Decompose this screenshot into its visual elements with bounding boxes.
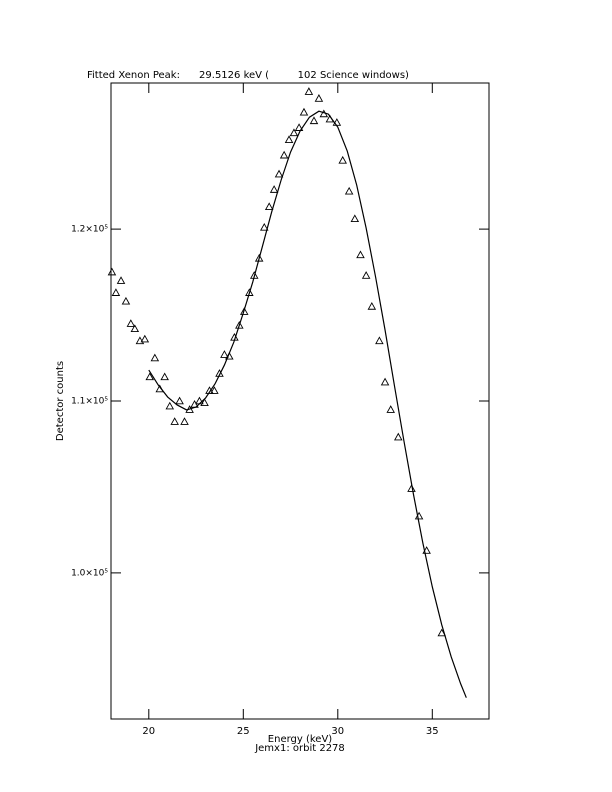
data-point xyxy=(140,334,150,343)
data-point xyxy=(195,396,204,405)
data-point xyxy=(235,320,244,329)
x-tick-label: 30 xyxy=(331,726,344,737)
y-tick-label: 1.1×10⁵ xyxy=(71,397,108,407)
y-tick-label: 1.0×10⁵ xyxy=(71,568,108,578)
x-tick-label: 25 xyxy=(237,726,250,737)
data-point xyxy=(245,288,254,296)
data-point xyxy=(350,214,360,223)
chart-title: Fitted Xenon Peak: 29.5126 keV ( 102 Sci… xyxy=(87,70,409,81)
x-axis-sublabel: Jemx1: orbit 2278 xyxy=(254,743,345,754)
data-point xyxy=(338,155,347,164)
data-point xyxy=(269,185,279,193)
data-point xyxy=(284,135,294,143)
data-point xyxy=(407,484,416,492)
data-point xyxy=(160,372,169,381)
data-point xyxy=(274,169,284,178)
data-point xyxy=(165,401,175,410)
data-point xyxy=(210,386,219,394)
data-point xyxy=(386,405,395,413)
x-tick-label: 35 xyxy=(426,726,439,737)
data-point xyxy=(215,369,224,377)
data-point xyxy=(121,296,131,305)
fit-line xyxy=(148,110,467,698)
x-axis-label: Energy (keV) xyxy=(268,734,333,745)
data-point xyxy=(260,222,269,231)
data-point xyxy=(394,432,403,441)
data-point xyxy=(380,377,390,386)
data-point xyxy=(145,372,155,381)
data-point xyxy=(356,250,365,259)
data-point xyxy=(264,202,274,211)
data-point xyxy=(111,288,121,296)
data-point xyxy=(375,336,384,345)
y-tick-label: 1.2×10⁵ xyxy=(71,225,108,235)
data-point xyxy=(304,87,314,95)
data-point xyxy=(254,253,264,262)
data-point xyxy=(299,107,309,116)
data-point xyxy=(344,186,354,195)
data-point xyxy=(170,417,179,425)
data-point xyxy=(289,128,299,137)
data-point xyxy=(309,116,319,125)
data-point xyxy=(130,324,140,333)
data-point xyxy=(107,267,117,276)
data-point xyxy=(294,123,304,131)
x-tick-label: 20 xyxy=(142,726,155,737)
data-point xyxy=(239,307,249,315)
data-point xyxy=(150,353,160,362)
data-point xyxy=(126,319,136,327)
data-point xyxy=(116,276,126,284)
data-point xyxy=(314,94,324,102)
data-point xyxy=(200,398,209,406)
data-point xyxy=(367,302,377,310)
data-point xyxy=(361,271,371,279)
data-point xyxy=(220,350,229,358)
data-point xyxy=(180,417,189,425)
data-point xyxy=(279,150,289,159)
data-point xyxy=(175,396,184,405)
plot-frame xyxy=(110,82,490,720)
y-axis-label: Detector counts xyxy=(55,361,66,441)
